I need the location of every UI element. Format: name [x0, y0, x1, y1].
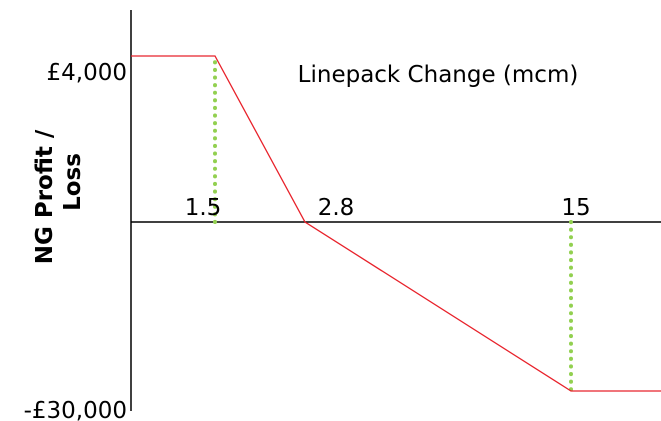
x-axis-title: Linepack Change (mcm)	[298, 62, 579, 88]
x-tick-label-2-8: 2.8	[318, 195, 355, 221]
y-tick-label-minus-30000: -£30,000	[24, 398, 127, 421]
profit-loss-line	[131, 55, 661, 392]
x-tick-label-15: 15	[561, 195, 590, 221]
y-tick-label-4000: £4,000	[47, 60, 127, 86]
y-axis-label-line-1: NG Profit /	[32, 129, 58, 264]
x-tick-label-1-5: 1.5	[185, 195, 222, 221]
y-axis-label-line-2: Loss	[60, 153, 86, 211]
